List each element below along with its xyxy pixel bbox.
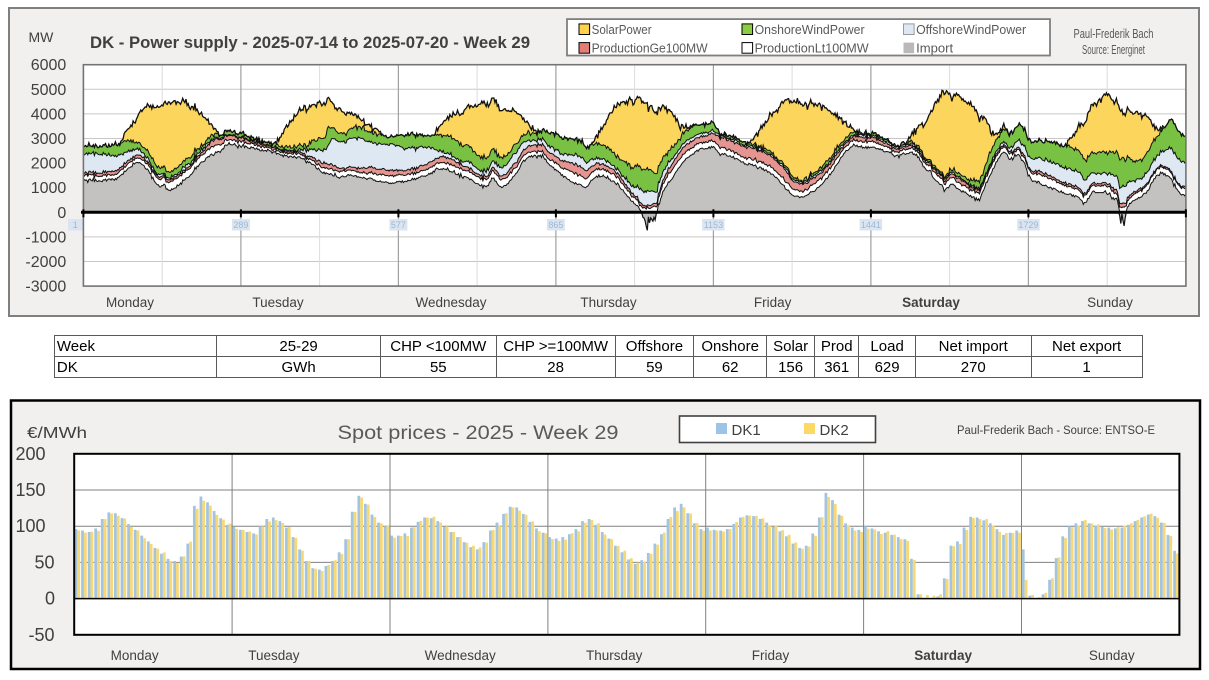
svg-text:Wednesday: Wednesday bbox=[415, 295, 486, 310]
svg-text:DK - Power supply - 2025-07-14: DK - Power supply - 2025-07-14 to 2025-0… bbox=[90, 33, 530, 52]
svg-text:5000: 5000 bbox=[31, 82, 67, 99]
svg-text:1153: 1153 bbox=[704, 220, 723, 230]
svg-text:Paul-Frederik Bach: Paul-Frederik Bach bbox=[1074, 26, 1154, 41]
svg-text:Paul-Frederik Bach - Source: E: Paul-Frederik Bach - Source: ENTSO-E bbox=[957, 425, 1155, 437]
svg-text:-2000: -2000 bbox=[25, 254, 66, 271]
svg-text:Friday: Friday bbox=[754, 295, 792, 310]
svg-text:Sunday: Sunday bbox=[1087, 295, 1133, 310]
svg-text:150: 150 bbox=[15, 480, 45, 500]
svg-text:0: 0 bbox=[57, 205, 66, 222]
svg-text:865: 865 bbox=[548, 220, 563, 230]
svg-text:OnshoreWindPower: OnshoreWindPower bbox=[755, 22, 866, 37]
svg-text:SolarPower: SolarPower bbox=[592, 22, 653, 37]
svg-text:50: 50 bbox=[34, 552, 54, 572]
svg-text:-3000: -3000 bbox=[25, 279, 66, 296]
svg-text:2000: 2000 bbox=[31, 156, 67, 173]
svg-text:Tuesday: Tuesday bbox=[248, 648, 300, 663]
svg-text:1441: 1441 bbox=[861, 220, 881, 230]
svg-text:3000: 3000 bbox=[31, 131, 67, 148]
svg-text:DK2: DK2 bbox=[820, 422, 849, 439]
svg-text:Source: Energinet: Source: Energinet bbox=[1082, 42, 1145, 57]
svg-text:OffshoreWindPower: OffshoreWindPower bbox=[916, 22, 1027, 37]
svg-text:Friday: Friday bbox=[752, 648, 790, 663]
svg-text:200: 200 bbox=[15, 444, 45, 464]
svg-text:289: 289 bbox=[233, 220, 248, 230]
svg-text:Wednesday: Wednesday bbox=[425, 648, 496, 663]
svg-text:Thursday: Thursday bbox=[586, 648, 643, 663]
svg-text:Tuesday: Tuesday bbox=[252, 295, 304, 310]
svg-text:Saturday: Saturday bbox=[902, 295, 960, 310]
svg-text:Monday: Monday bbox=[106, 295, 154, 310]
svg-text:1: 1 bbox=[73, 220, 78, 230]
svg-text:Import: Import bbox=[916, 41, 953, 56]
svg-text:ProductionGe100MW: ProductionGe100MW bbox=[592, 41, 709, 56]
svg-text:4000: 4000 bbox=[31, 106, 67, 123]
svg-text:ProductionLt100MW: ProductionLt100MW bbox=[755, 41, 870, 56]
svg-text:DK1: DK1 bbox=[732, 422, 761, 439]
svg-text:-1000: -1000 bbox=[25, 229, 66, 246]
svg-text:1729: 1729 bbox=[1018, 220, 1038, 230]
svg-text:-50: -50 bbox=[28, 625, 54, 645]
svg-text:MW: MW bbox=[29, 29, 55, 45]
svg-text:Sunday: Sunday bbox=[1089, 648, 1135, 663]
svg-text:€/MWh: €/MWh bbox=[27, 425, 87, 442]
svg-text:577: 577 bbox=[391, 220, 406, 230]
svg-text:Thursday: Thursday bbox=[580, 295, 637, 310]
svg-text:6000: 6000 bbox=[31, 57, 67, 74]
svg-text:1000: 1000 bbox=[31, 180, 67, 197]
svg-text:100: 100 bbox=[15, 516, 45, 536]
svg-text:Saturday: Saturday bbox=[914, 648, 972, 663]
svg-text:Monday: Monday bbox=[111, 648, 159, 663]
svg-text:Spot prices - 2025 - Week 29: Spot prices - 2025 - Week 29 bbox=[338, 423, 619, 444]
svg-text:0: 0 bbox=[45, 589, 55, 609]
